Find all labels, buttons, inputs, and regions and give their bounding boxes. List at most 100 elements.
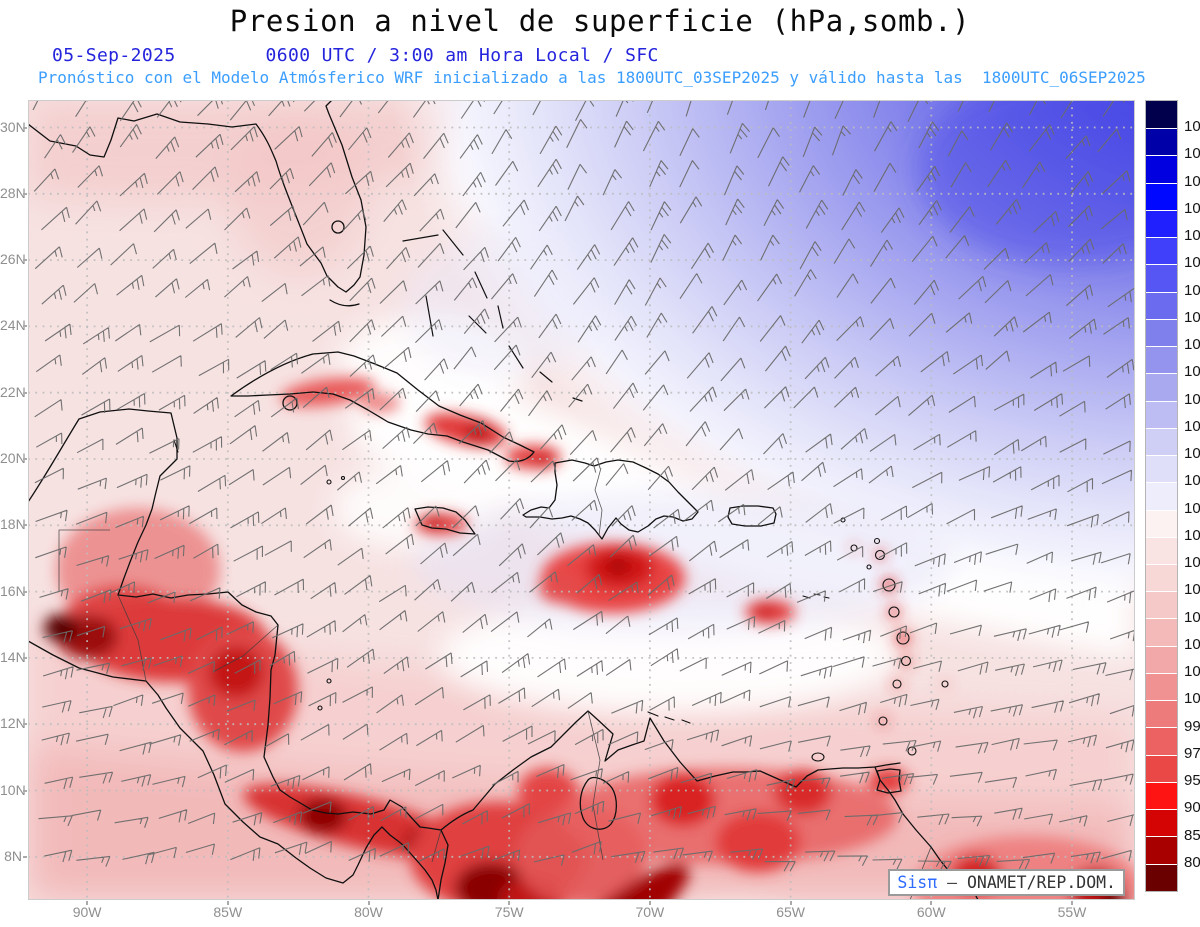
colorbar-cell	[1146, 809, 1177, 837]
lon-tick	[367, 901, 370, 905]
colorbar-label-1022: 1022	[1184, 281, 1200, 299]
lat-label-16N: 16N	[0, 582, 26, 599]
lat-label-20N: 20N	[0, 450, 26, 466]
colorbar-label-1018: 1018	[1184, 363, 1200, 381]
watermark-badge: Sisπ – ONAMET/REP.DOM.	[888, 869, 1125, 896]
colorbar-cell	[1146, 101, 1177, 129]
lat-tick	[23, 458, 27, 460]
lat-label-10N: 10N	[0, 781, 26, 798]
colorbar-cell	[1146, 536, 1177, 564]
lon-tick	[930, 901, 933, 905]
lat-tick	[23, 259, 27, 262]
coastline-south-america	[440, 710, 901, 831]
colorbar-label-1025: 1025	[1184, 254, 1200, 272]
lon-tick	[789, 901, 792, 905]
lon-label-65W: 65W	[776, 904, 805, 920]
pressure-field	[28, 100, 1135, 900]
lat-tick	[23, 325, 27, 328]
pressure-colorbar	[1145, 100, 1178, 892]
colorbar-label-1002: 1002	[1184, 663, 1200, 681]
pressure-map-svg	[28, 100, 1135, 900]
colorbar-label-1013: 1013	[1184, 499, 1200, 517]
pressure-map-canvas: Sisπ – ONAMET/REP.DOM.	[28, 100, 1135, 900]
lat-tick	[23, 590, 27, 593]
colorbar-label-1030: 1030	[1184, 199, 1200, 217]
colorbar-cell	[1146, 645, 1177, 673]
colorbar-label-800: 800	[1184, 853, 1200, 871]
lat-tick	[23, 723, 27, 726]
colorbar-cell	[1146, 318, 1177, 347]
colorbar-cell	[1146, 672, 1177, 701]
colorbar-cell	[1146, 482, 1177, 510]
colorbar-label-1020: 1020	[1184, 308, 1200, 326]
lon-label-80W: 80W	[354, 904, 383, 920]
colorbar-label-1035: 1035	[1184, 172, 1200, 190]
forecast-model-line: Pronóstico con el Modelo Atmósferico WRF…	[38, 68, 1146, 87]
colorbar-label-1017: 1017	[1184, 390, 1200, 408]
colorbar-label-990: 990	[1184, 717, 1200, 735]
coastline-florida-keys	[329, 299, 360, 307]
lon-label-70W: 70W	[635, 904, 665, 920]
colorbar-cell	[1146, 155, 1177, 183]
coastline-hispaniola	[522, 459, 699, 540]
lon-label-85W: 85W	[213, 904, 243, 920]
lake-okeechobee	[331, 220, 345, 234]
coastline-gulf-florida	[28, 100, 367, 293]
datetime-line: 05-Sep-2025 0600 UTC / 3:00 am Hora Loca…	[52, 45, 659, 66]
colorbar-cell	[1146, 209, 1177, 238]
colorbar-label-1028: 1028	[1184, 227, 1200, 245]
colorbar-cell	[1146, 182, 1177, 210]
lat-label-8N: 8N	[4, 847, 22, 864]
colorbar-cell	[1146, 700, 1177, 728]
coastline-central-america-pacific	[28, 640, 439, 900]
colorbar-label-1050: 1050	[1184, 118, 1200, 136]
coastlines	[28, 100, 979, 900]
colorbar-cell	[1146, 291, 1177, 319]
colorbar-cell	[1146, 836, 1177, 864]
small-islands	[173, 439, 949, 762]
colorbar-label-850: 850	[1184, 826, 1200, 844]
lon-tick	[226, 901, 229, 905]
lat-label-24N: 24N	[0, 317, 26, 334]
colorbar-cell	[1146, 509, 1177, 537]
colorbar-cell	[1146, 373, 1177, 401]
bahamas-islands	[402, 229, 583, 402]
colorbar-label-1008: 1008	[1184, 581, 1200, 599]
lon-tick	[508, 901, 511, 905]
lon-tick	[648, 901, 651, 905]
watermark-source: ONAMET/REP.DOM.	[966, 873, 1116, 892]
colorbar-label-1004: 1004	[1184, 635, 1200, 653]
colorbar-cell	[1146, 128, 1177, 156]
lat-label-22N: 22N	[0, 383, 26, 400]
colorbar-label-950: 950	[1184, 772, 1200, 790]
coastline-puerto-rico	[727, 505, 777, 527]
colorbar-cell	[1146, 563, 1177, 592]
colorbar-label-1016: 1016	[1184, 417, 1200, 435]
colorbar-label-1019: 1019	[1184, 336, 1200, 354]
colorbar-cell	[1146, 754, 1177, 782]
colorbar-cell	[1146, 591, 1177, 619]
coastline-jamaica	[414, 506, 476, 535]
lon-label-55W: 55W	[1057, 904, 1087, 920]
colorbar-cell	[1146, 400, 1177, 428]
colorbar-cell	[1146, 346, 1177, 374]
colorbar-cell	[1146, 427, 1177, 456]
lat-label-26N: 26N	[0, 251, 26, 268]
colorbar-label-1000: 1000	[1184, 690, 1200, 708]
page-title: Presion a nivel de superficie (hPa,somb.…	[229, 4, 971, 38]
colorbar-cell	[1146, 618, 1177, 646]
coastline-cuba	[230, 351, 535, 463]
wind-barbs	[32, 100, 1135, 872]
coastline-trinidad	[876, 768, 902, 794]
colorbar-cell	[1146, 237, 1177, 265]
colorbar-label-1014: 1014	[1184, 472, 1200, 490]
lat-tick	[23, 524, 27, 527]
lat-label-12N: 12N	[0, 715, 26, 732]
colorbar-label-1015: 1015	[1184, 445, 1200, 463]
lat-tick	[23, 656, 27, 659]
lat-tick	[23, 789, 27, 792]
colorbar-cell	[1146, 727, 1177, 755]
colorbar-label-900: 900	[1184, 799, 1200, 817]
watermark-brand: Sisπ	[897, 873, 938, 892]
